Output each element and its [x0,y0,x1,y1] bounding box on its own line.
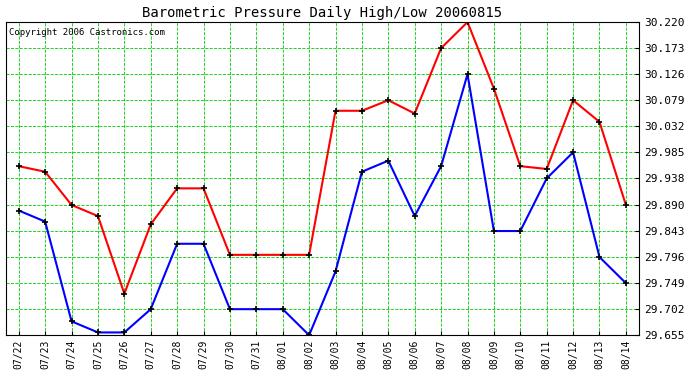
Title: Barometric Pressure Daily High/Low 20060815: Barometric Pressure Daily High/Low 20060… [142,6,502,20]
Text: Copyright 2006 Castronics.com: Copyright 2006 Castronics.com [9,28,165,38]
